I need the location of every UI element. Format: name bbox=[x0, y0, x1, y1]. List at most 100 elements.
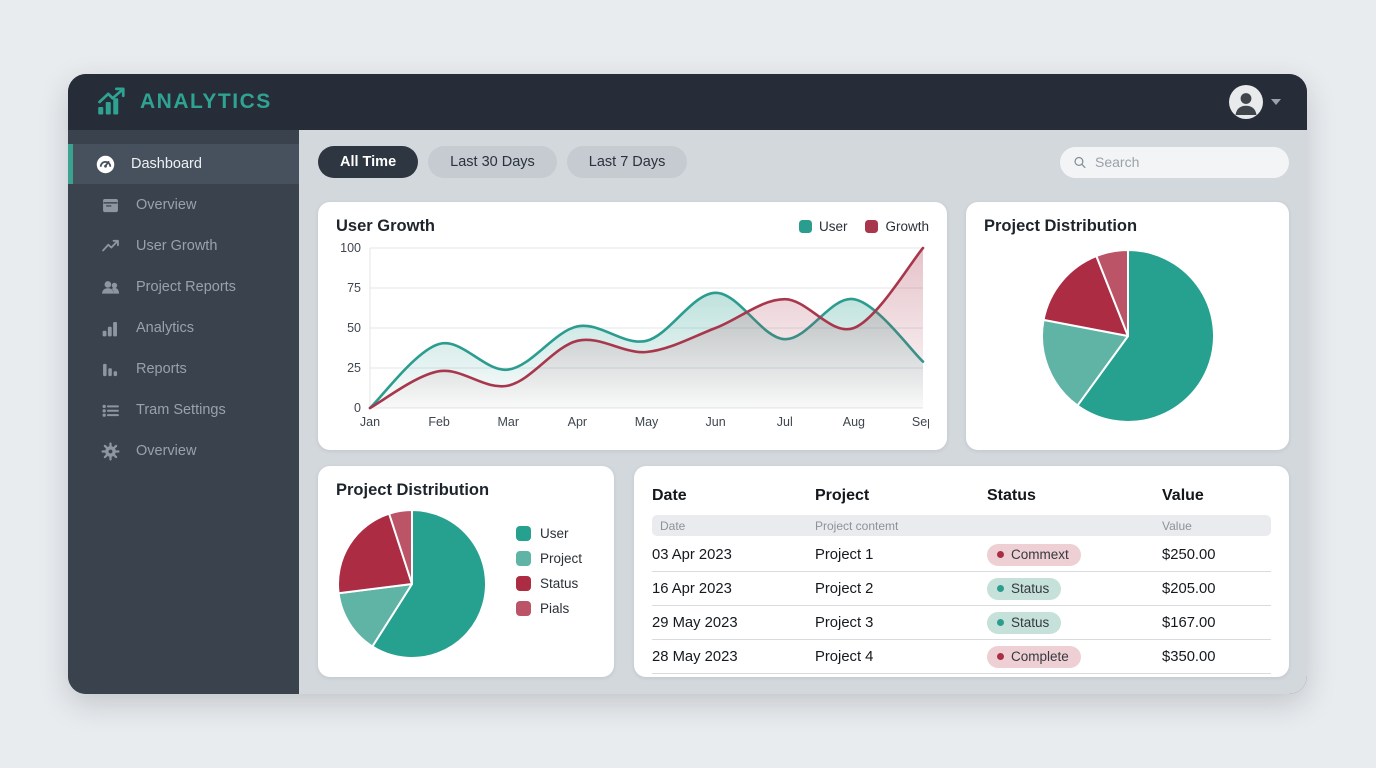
sidebar-item-label: Analytics bbox=[136, 320, 195, 336]
user-menu-button[interactable] bbox=[1229, 85, 1307, 119]
svg-text:100: 100 bbox=[340, 241, 361, 255]
sidebar-item-overview[interactable]: Overview bbox=[68, 185, 299, 225]
cell-value: $250.00 bbox=[1162, 546, 1216, 563]
cell-value: $205.00 bbox=[1162, 580, 1216, 597]
line-chart-legend: User Growth bbox=[798, 219, 929, 234]
sidebar-item-user-growth[interactable]: User Growth bbox=[68, 226, 299, 266]
user-growth-line-chart: 0 25 50 75 100 Jan Feb Mar Apr May Jun Jul Aug Sep bbox=[340, 241, 934, 429]
svg-text:Mar: Mar bbox=[497, 415, 519, 429]
cell-project: Project 1 bbox=[815, 546, 874, 563]
search-bar[interactable] bbox=[1060, 146, 1289, 178]
brand-name: ANALYTICS bbox=[140, 90, 272, 113]
legend-label-user: User bbox=[540, 526, 569, 541]
search-icon bbox=[1074, 156, 1086, 168]
legend-swatch-pials bbox=[516, 601, 531, 616]
subheader-date: Date bbox=[660, 518, 686, 533]
window-icon bbox=[103, 198, 118, 212]
svg-text:Sep: Sep bbox=[912, 415, 929, 429]
filter-last-7-days[interactable]: Last 7 Days bbox=[566, 146, 688, 178]
svg-text:Feb: Feb bbox=[428, 415, 450, 429]
main-content: All Time Last 30 Days Last 7 Days User G… bbox=[299, 130, 1307, 694]
sidebar-item-label: Project Reports bbox=[136, 279, 236, 295]
project-distribution-small-card: Project Distribution User Project Status… bbox=[318, 466, 614, 677]
projects-table-card: Date Project Status Value Date Project c… bbox=[634, 466, 1289, 677]
trend-up-icon bbox=[102, 239, 119, 251]
avatar bbox=[1229, 85, 1263, 119]
svg-text:75: 75 bbox=[347, 281, 361, 295]
legend-swatch-status bbox=[516, 576, 531, 591]
table-subheader: Date Project contemt Value bbox=[652, 515, 1271, 536]
toolbar: All Time Last 30 Days Last 7 Days bbox=[318, 146, 1289, 178]
person-icon bbox=[1235, 93, 1257, 115]
app-header: ANALYTICS bbox=[68, 74, 1307, 130]
filter-last-30-days[interactable]: Last 30 Days bbox=[428, 146, 557, 178]
dashboard-window: ANALYTICS Dashboard bbox=[68, 74, 1307, 694]
list-icon bbox=[102, 404, 119, 417]
cell-date: 28 May 2023 bbox=[652, 648, 738, 665]
sidebar-item-label: Overview bbox=[136, 443, 197, 459]
svg-text:0: 0 bbox=[354, 401, 361, 415]
cell-value: $167.00 bbox=[1162, 614, 1216, 631]
legend-user-swatch bbox=[798, 220, 812, 233]
legend-user-label: User bbox=[818, 219, 848, 234]
legend-label-pials: Pials bbox=[540, 601, 570, 616]
project-distribution-small-title: Project Distribution bbox=[336, 481, 490, 499]
legend-swatch-user bbox=[516, 526, 531, 541]
sidebar-item-label: Overview bbox=[136, 197, 197, 213]
status-dot-icon bbox=[997, 550, 1004, 558]
table-row: 03 Apr 2023 Project 1 Commext $250.00 bbox=[652, 538, 1271, 572]
gear-icon bbox=[101, 441, 120, 461]
subheader-value: Value bbox=[1162, 518, 1192, 533]
analytics-logo-icon bbox=[98, 87, 125, 115]
project-distribution-small-pie bbox=[337, 509, 487, 659]
user-growth-card: User Growth User Growth 0 25 50 75 100 Jan Feb… bbox=[318, 202, 947, 450]
sidebar-item-reports[interactable]: Reports bbox=[68, 349, 299, 389]
bar-chart-icon bbox=[102, 321, 117, 336]
svg-text:Jul: Jul bbox=[777, 415, 793, 429]
project-distribution-pie bbox=[1040, 248, 1215, 423]
svg-text:Apr: Apr bbox=[568, 415, 587, 429]
legend-label-project: Project bbox=[540, 551, 583, 566]
subheader-project: Project contemt bbox=[815, 518, 899, 533]
col-header-status: Status bbox=[987, 487, 1036, 504]
svg-text:25: 25 bbox=[347, 361, 361, 375]
cell-date: 29 May 2023 bbox=[652, 614, 738, 631]
sidebar-item-dashboard[interactable]: Dashboard bbox=[68, 144, 299, 184]
table-row: 28 May 2023 Project 4 Complete $350.00 bbox=[652, 640, 1271, 674]
cell-project: Project 2 bbox=[815, 580, 874, 597]
legend-growth-swatch bbox=[865, 220, 879, 233]
filter-all-time[interactable]: All Time bbox=[318, 146, 419, 178]
col-header-value: Value bbox=[1162, 487, 1204, 504]
pie-chart-legend: User Project Status Pials bbox=[516, 526, 582, 616]
status-badge: Commext bbox=[987, 543, 1081, 566]
svg-text:Jan: Jan bbox=[360, 415, 380, 429]
column-chart-icon bbox=[103, 363, 118, 376]
legend-swatch-project bbox=[516, 551, 531, 566]
sidebar-item-overview-settings[interactable]: Overview bbox=[68, 431, 299, 471]
sidebar-item-analytics[interactable]: Analytics bbox=[68, 308, 299, 348]
search-input[interactable] bbox=[1095, 154, 1276, 170]
sidebar-item-label: Reports bbox=[136, 361, 187, 377]
col-header-date: Date bbox=[652, 487, 687, 504]
sidebar: Dashboard Overview User Growth bbox=[68, 130, 299, 694]
cell-project: Project 4 bbox=[815, 648, 874, 665]
project-distribution-card: Project Distribution bbox=[966, 202, 1289, 450]
table-row: 16 Apr 2023 Project 2 Status $205.00 bbox=[652, 572, 1271, 606]
people-icon bbox=[101, 280, 120, 294]
status-dot-icon bbox=[997, 652, 1004, 660]
legend-label-status: Status bbox=[540, 576, 579, 591]
status-badge: Status bbox=[987, 577, 1062, 600]
sidebar-item-tram-settings[interactable]: Tram Settings bbox=[68, 390, 299, 430]
dashboard-gauge-icon bbox=[96, 155, 115, 173]
sidebar-item-project-reports[interactable]: Project Reports bbox=[68, 267, 299, 307]
user-growth-title: User Growth bbox=[336, 217, 436, 235]
cell-project: Project 3 bbox=[815, 614, 874, 631]
brand-logo: ANALYTICS bbox=[68, 87, 299, 117]
project-distribution-title: Project Distribution bbox=[984, 217, 1138, 235]
col-header-project: Project bbox=[815, 487, 870, 504]
svg-text:50: 50 bbox=[347, 321, 361, 335]
status-dot-icon bbox=[997, 584, 1004, 592]
status-badge: Complete bbox=[987, 645, 1081, 668]
legend-growth-label: Growth bbox=[885, 219, 929, 234]
cell-date: 16 Apr 2023 bbox=[652, 580, 732, 597]
